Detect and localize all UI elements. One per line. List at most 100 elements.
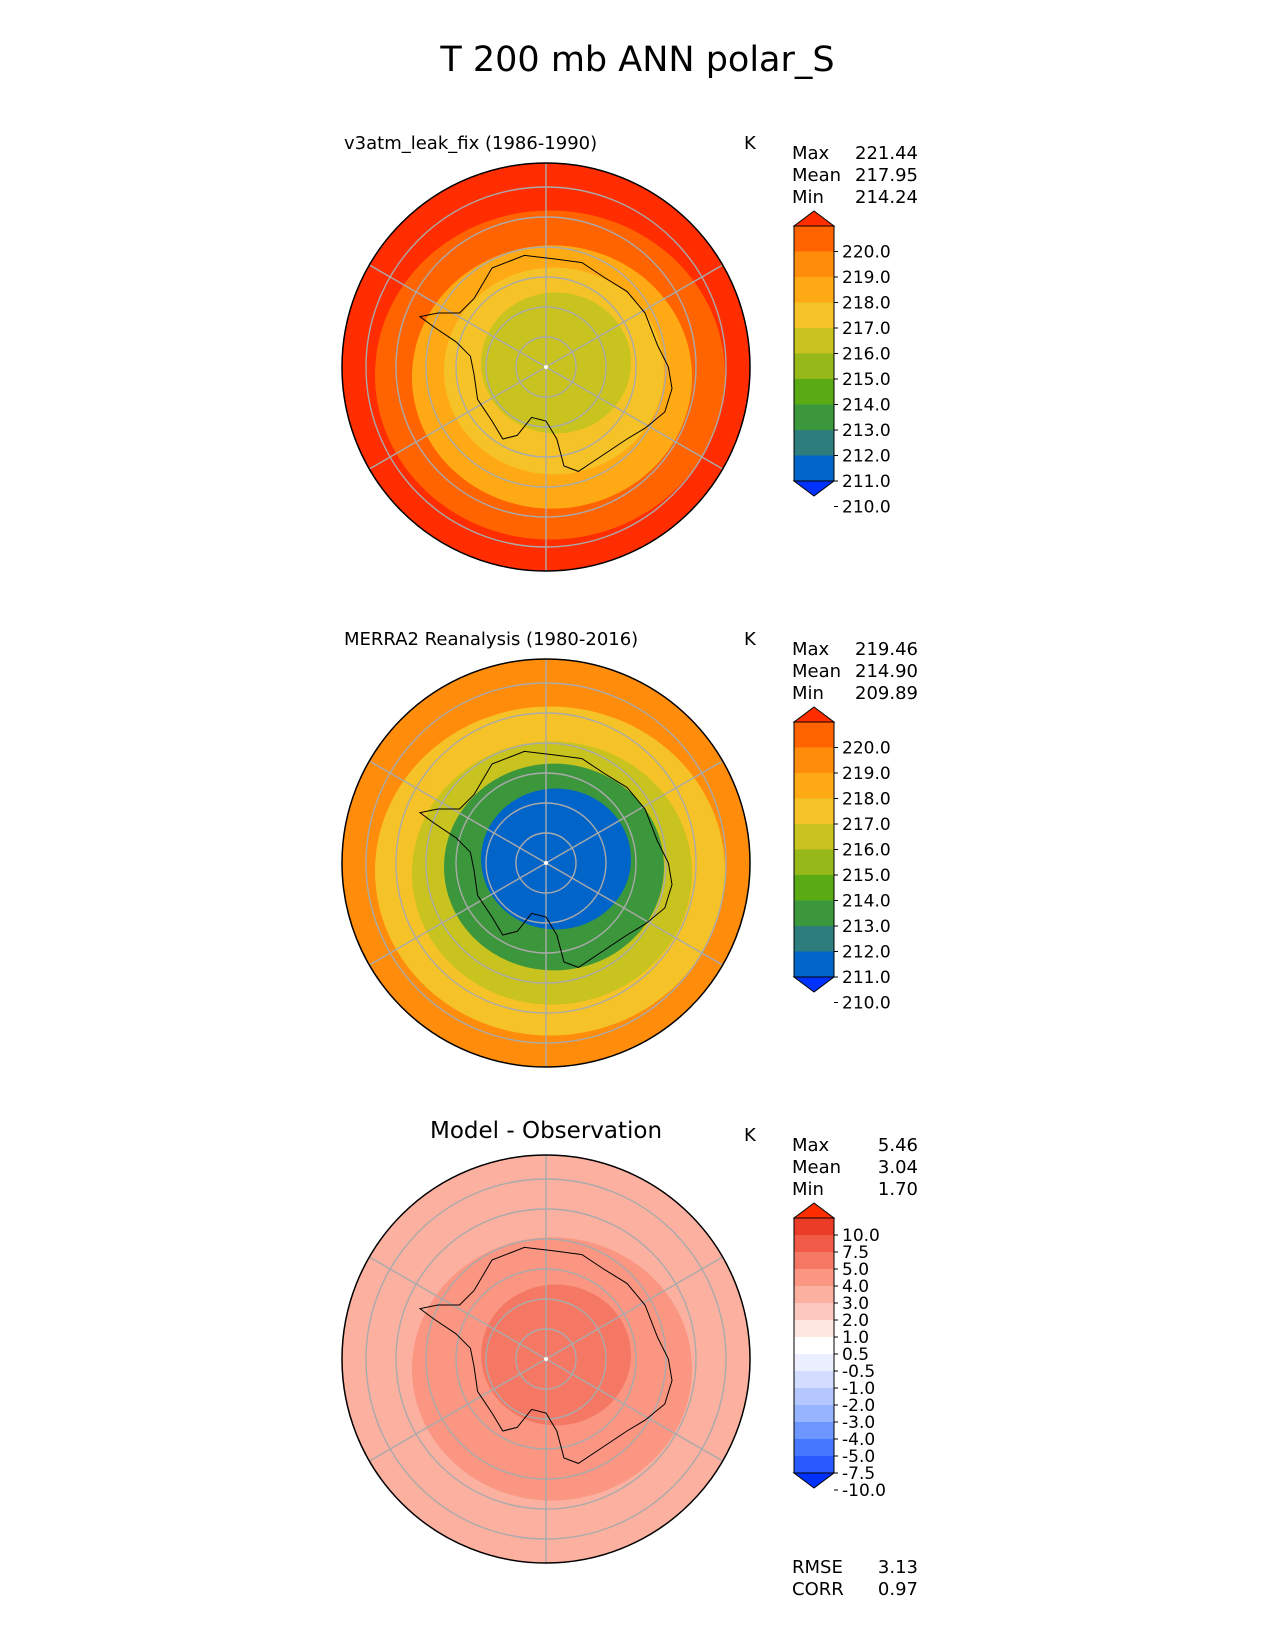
south-pole-marker xyxy=(544,365,548,369)
meridian-line xyxy=(545,264,724,368)
colorbar-segment xyxy=(794,951,834,978)
meridian-line xyxy=(368,1256,547,1360)
colorbar-tick-label: 7.5 xyxy=(842,1243,869,1263)
graticule xyxy=(365,659,727,1067)
units-label: K xyxy=(744,1125,756,1146)
colorbar-segment xyxy=(794,926,834,952)
contour-pole xyxy=(525,1316,595,1382)
map-boundary xyxy=(341,658,751,1068)
colorbar-segment xyxy=(794,379,834,405)
stats-box: Max 5.46 Mean 3.04 Min 1.70 xyxy=(792,1135,918,1201)
graticule xyxy=(365,163,727,571)
colorbar-segment xyxy=(794,251,834,278)
colorbar-segment xyxy=(794,1252,834,1270)
colorbar-segment xyxy=(794,900,834,927)
colorbar-tick-label: 3.0 xyxy=(842,1294,869,1314)
colorbar-tick-label: 0.5 xyxy=(842,1345,869,1365)
colorbar-segment xyxy=(794,824,834,850)
stat-max: Max 219.46 xyxy=(792,639,918,660)
colorbar-tick-label: 212.0 xyxy=(842,447,891,467)
polar-map xyxy=(341,658,751,1068)
colorbar-segment xyxy=(794,353,834,380)
colorbar-segment xyxy=(794,1269,834,1287)
colorbar-segment xyxy=(794,1286,834,1304)
metrics-box: RMSE 3.13 CORR 0.97 xyxy=(792,1557,918,1601)
units-label: K xyxy=(744,133,756,154)
colorbar-tick-label: 211.0 xyxy=(842,968,891,988)
panel-title: MERRA2 Reanalysis (1980-2016) xyxy=(344,629,639,650)
colorbar-segment xyxy=(794,773,834,799)
colorbar-segment xyxy=(794,1303,834,1321)
colorbar-segment xyxy=(794,1439,834,1457)
colorbar-tick-label: -2.0 xyxy=(842,1396,875,1416)
contour-pole xyxy=(525,820,595,886)
colorbar-segment xyxy=(794,1405,834,1423)
colorbar-segment xyxy=(794,747,834,774)
colorbar-tick-label: 213.0 xyxy=(842,421,891,441)
panel-observation: MERRA2 Reanalysis (1980-2016) K Max 219.4… xyxy=(0,629,1275,1109)
colorbar-tick-label: 1.0 xyxy=(842,1328,869,1348)
polar-map xyxy=(341,1154,751,1564)
colorbar-tick-label: 213.0 xyxy=(842,917,891,937)
meridian-line xyxy=(545,760,724,864)
panel-title: Model - Observation xyxy=(430,1118,663,1144)
meridian-line xyxy=(368,366,547,470)
colorbar-segment xyxy=(794,1456,834,1474)
stats-box: Max 221.44 Mean 217.95 Min 214.24 xyxy=(792,143,918,209)
metric-corr: CORR 0.97 xyxy=(792,1579,918,1600)
stat-min: Min 1.70 xyxy=(792,1179,918,1200)
antarctica-coastline xyxy=(418,254,673,472)
colorbar-tick-label: 214.0 xyxy=(842,396,891,416)
colorbar-tick-label: -5.0 xyxy=(842,1447,875,1467)
colorbar-segment xyxy=(794,1235,834,1253)
figure-title: T 200 mb ANN polar_S xyxy=(440,40,835,80)
colorbar: 220.0 219.0 218.0 217.0 216.0 215.0 214.0 213.0… xyxy=(792,706,891,1014)
colorbar: 220.0 219.0 218.0 217.0 216.0 215.0 214.0 213.0… xyxy=(792,210,891,518)
colorbar-tick-label: 215.0 xyxy=(842,866,891,886)
colorbar-segment xyxy=(794,1354,834,1372)
colorbar-segment xyxy=(794,302,834,329)
colorbar-extend-min xyxy=(792,480,836,497)
graticule xyxy=(365,1155,727,1563)
colorbar-tick-label: 220.0 xyxy=(842,739,891,759)
field-contours xyxy=(342,1155,750,1563)
colorbar-tick-label: -10.0 xyxy=(842,1481,886,1501)
colorbar: 10.07.55.04.03.02.01.00.5-0.5-1.0-2.0-3.… xyxy=(792,1202,886,1501)
colorbar-segment xyxy=(794,277,834,303)
colorbar-tick-label: 216.0 xyxy=(842,345,891,365)
colorbar-tick-label: 212.0 xyxy=(842,943,891,963)
colorbar-segment xyxy=(794,1388,834,1406)
meridian-line xyxy=(545,1256,724,1360)
south-pole-marker xyxy=(544,1357,548,1361)
meridian-line xyxy=(368,264,547,368)
units-label: K xyxy=(744,629,756,650)
colorbar-segment xyxy=(794,430,834,456)
colorbar-segment xyxy=(794,849,834,876)
colorbar-tick-label: -1.0 xyxy=(842,1379,875,1399)
colorbar-tick-label: 211.0 xyxy=(842,472,891,492)
colorbar-tick-label: 2.0 xyxy=(842,1311,869,1331)
panel-model: v3atm_leak_fix (1986-1990) K Max 221.44 M… xyxy=(0,133,1275,613)
colorbar-tick-label: 216.0 xyxy=(842,841,891,861)
colorbar-segment xyxy=(794,798,834,825)
antarctica-coastline xyxy=(418,750,673,968)
meridian-line xyxy=(368,1358,547,1462)
colorbar-segment xyxy=(794,1337,834,1355)
colorbar-tick-label: -3.0 xyxy=(842,1413,875,1433)
stat-mean: Mean 214.90 xyxy=(792,661,918,682)
meridian-line xyxy=(368,760,547,864)
stat-min: Min 214.24 xyxy=(792,187,918,208)
colorbar-extend-min xyxy=(792,976,836,993)
colorbar-tick-label: 210.0 xyxy=(842,994,891,1014)
meridian-line xyxy=(545,862,724,966)
meridian-line xyxy=(368,862,547,966)
colorbar-segment xyxy=(794,1371,834,1389)
colorbar-tick-label: 210.0 xyxy=(842,498,891,518)
colorbar-tick-label: 215.0 xyxy=(842,370,891,390)
colorbar-tick-label: 220.0 xyxy=(842,243,891,263)
colorbar-tick-label: 219.0 xyxy=(842,268,891,288)
colorbar-tick-label: 218.0 xyxy=(842,790,891,810)
colorbar-tick-label: 217.0 xyxy=(842,815,891,835)
stat-min: Min 209.89 xyxy=(792,683,918,704)
polar-map xyxy=(341,162,751,572)
